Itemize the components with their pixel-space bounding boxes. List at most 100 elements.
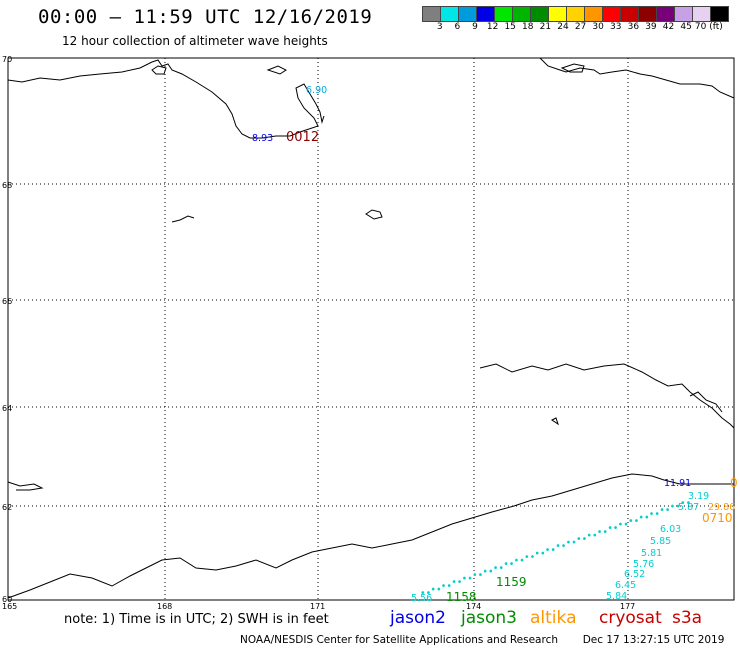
- wave-height-label: 3.19: [688, 491, 709, 502]
- island-outline: [560, 63, 585, 73]
- legend-swatch: [422, 6, 440, 22]
- lat-label: 68: [2, 181, 12, 190]
- legend-label: 6: [454, 22, 461, 32]
- track-observation-mark: ••: [503, 559, 514, 570]
- legend-swatch: [548, 6, 566, 22]
- track-observation-mark: ••: [555, 541, 566, 552]
- legend-swatch: [566, 6, 584, 22]
- lat-label: 64: [2, 404, 12, 413]
- wave-height-color-legend: [422, 6, 729, 22]
- wave-height-label: 11.91: [664, 478, 691, 489]
- map-subtitle: 12 hour collection of altimeter wave hei…: [62, 34, 328, 48]
- track-observation-mark: ••: [534, 548, 545, 559]
- pass-time-label: 0710: [702, 511, 733, 525]
- wave-height-label: 5.85: [650, 536, 671, 547]
- legend-label: 70 (ft): [694, 22, 723, 32]
- track-observation-mark: ••: [420, 588, 431, 599]
- pass-time-label: 1158: [446, 590, 477, 604]
- lat-label: 70: [2, 55, 12, 64]
- track-observation-mark: ••: [462, 574, 473, 585]
- altimeter-track-cyan: •• •• •• •• •• •• •• •• •• •• •• •• •• •• •• •• •• •• •• ••…: [420, 498, 691, 599]
- wave-height-label: 5.87: [678, 502, 699, 513]
- track-observation-mark: ••: [649, 509, 660, 520]
- wave-height-label: 5.76: [633, 559, 654, 570]
- lon-label: 177: [620, 602, 635, 611]
- legend-swatch: [530, 6, 548, 22]
- satellite-s3a: s3a: [672, 608, 703, 628]
- track-observation-mark: ••: [597, 527, 608, 538]
- lon-label: 171: [310, 602, 325, 611]
- island-outline: [151, 65, 167, 75]
- footer: NOAA/NESDIS Center for Satellite Applica…: [240, 634, 724, 646]
- island-outline: [7, 481, 44, 491]
- legend-swatch: [584, 6, 602, 22]
- satellite-cryosat: cryosat: [599, 608, 662, 628]
- legend-label: 42: [662, 22, 675, 32]
- legend-swatch: [458, 6, 476, 22]
- footer-org: NOAA/NESDIS Center for Satellite Applica…: [240, 634, 558, 646]
- wave-height-label: 5.84: [606, 591, 627, 602]
- track-observation-mark: ••: [493, 563, 504, 574]
- legend-swatch: [476, 6, 494, 22]
- wave-observations: 6.90 8.93 0012 11.91 0 3.19 5.87 29.86 0…: [252, 85, 738, 604]
- legend-label: 24: [557, 22, 569, 32]
- track-observation-mark: ••: [482, 566, 493, 577]
- lat-label: 62: [2, 503, 12, 512]
- legend-label: 15: [504, 22, 516, 32]
- lon-label: 168: [157, 602, 172, 611]
- lon-label: 174: [466, 602, 481, 611]
- lat-label: 60: [2, 595, 12, 604]
- longitude-labels: 165 168 171 174 177: [2, 602, 635, 611]
- track-observation-mark: ••: [628, 516, 639, 527]
- track-observation-mark: ••: [638, 512, 649, 523]
- satellite-altika: altika: [530, 608, 577, 628]
- legend-swatch: [638, 6, 656, 22]
- wave-height-label: 5.81: [641, 548, 662, 559]
- legend-labels: 3 6 9 12 15 18 21 24 27 30 33 36 39 42 45 70 (ft): [422, 22, 735, 32]
- legend-swatch: [620, 6, 638, 22]
- legend-swatch: [512, 6, 530, 22]
- latitude-labels: 70 68 66 64 62 60: [2, 55, 12, 604]
- alaska-west-coastline: [479, 363, 735, 429]
- pass-time-label: 0012: [286, 130, 319, 145]
- lon-label: 165: [2, 602, 17, 611]
- track-observation-mark: ••: [451, 577, 462, 588]
- legend-label: 27: [574, 22, 587, 32]
- alaska-north-coastline: [539, 57, 735, 99]
- legend-swatch: [494, 6, 512, 22]
- track-observation-mark: ••: [680, 498, 691, 509]
- track-observation-mark: ••: [472, 570, 483, 581]
- pass-time-label: 0: [730, 476, 738, 490]
- wave-height-label: 6.45: [615, 580, 636, 591]
- note-text: note: 1) Time is in UTC; 2) SWH is in fe…: [64, 612, 329, 627]
- map-frame: [7, 57, 735, 601]
- satellite-jason2: jason2: [390, 608, 446, 628]
- track-observation-mark: ••: [545, 545, 556, 556]
- legend-swatch: [674, 6, 692, 22]
- legend-swatch: [710, 6, 729, 22]
- track-observation-mark: ••: [430, 584, 441, 595]
- island-outline: [171, 215, 195, 223]
- wave-height-label: 8.93: [252, 133, 273, 144]
- wave-height-label: 6.03: [660, 524, 681, 535]
- map-title: 00:00 – 11:59 UTC 12/16/2019: [38, 6, 373, 28]
- lat-gridlines: [8, 57, 734, 507]
- legend-swatch: [692, 6, 710, 22]
- island-outline: [551, 417, 559, 426]
- st-lawrence-island: [365, 209, 383, 220]
- lat-label: 66: [2, 297, 12, 306]
- wave-height-label: 5.56: [411, 593, 432, 604]
- wave-height-label: 29.86: [708, 502, 735, 513]
- legend-swatch: [602, 6, 620, 22]
- track-observation-mark: ••: [659, 505, 670, 516]
- track-observation-mark: ••: [441, 581, 452, 592]
- track-observation-mark: ••: [514, 556, 525, 567]
- koryak-coastline: [7, 473, 734, 599]
- track-observation-mark: ••: [586, 530, 597, 541]
- legend-label: 30: [592, 22, 604, 32]
- legend-label: 12: [486, 22, 499, 32]
- track-observation-mark: ••: [670, 502, 681, 513]
- track-observation-mark: ••: [524, 552, 535, 563]
- legend-label: 39: [645, 22, 657, 32]
